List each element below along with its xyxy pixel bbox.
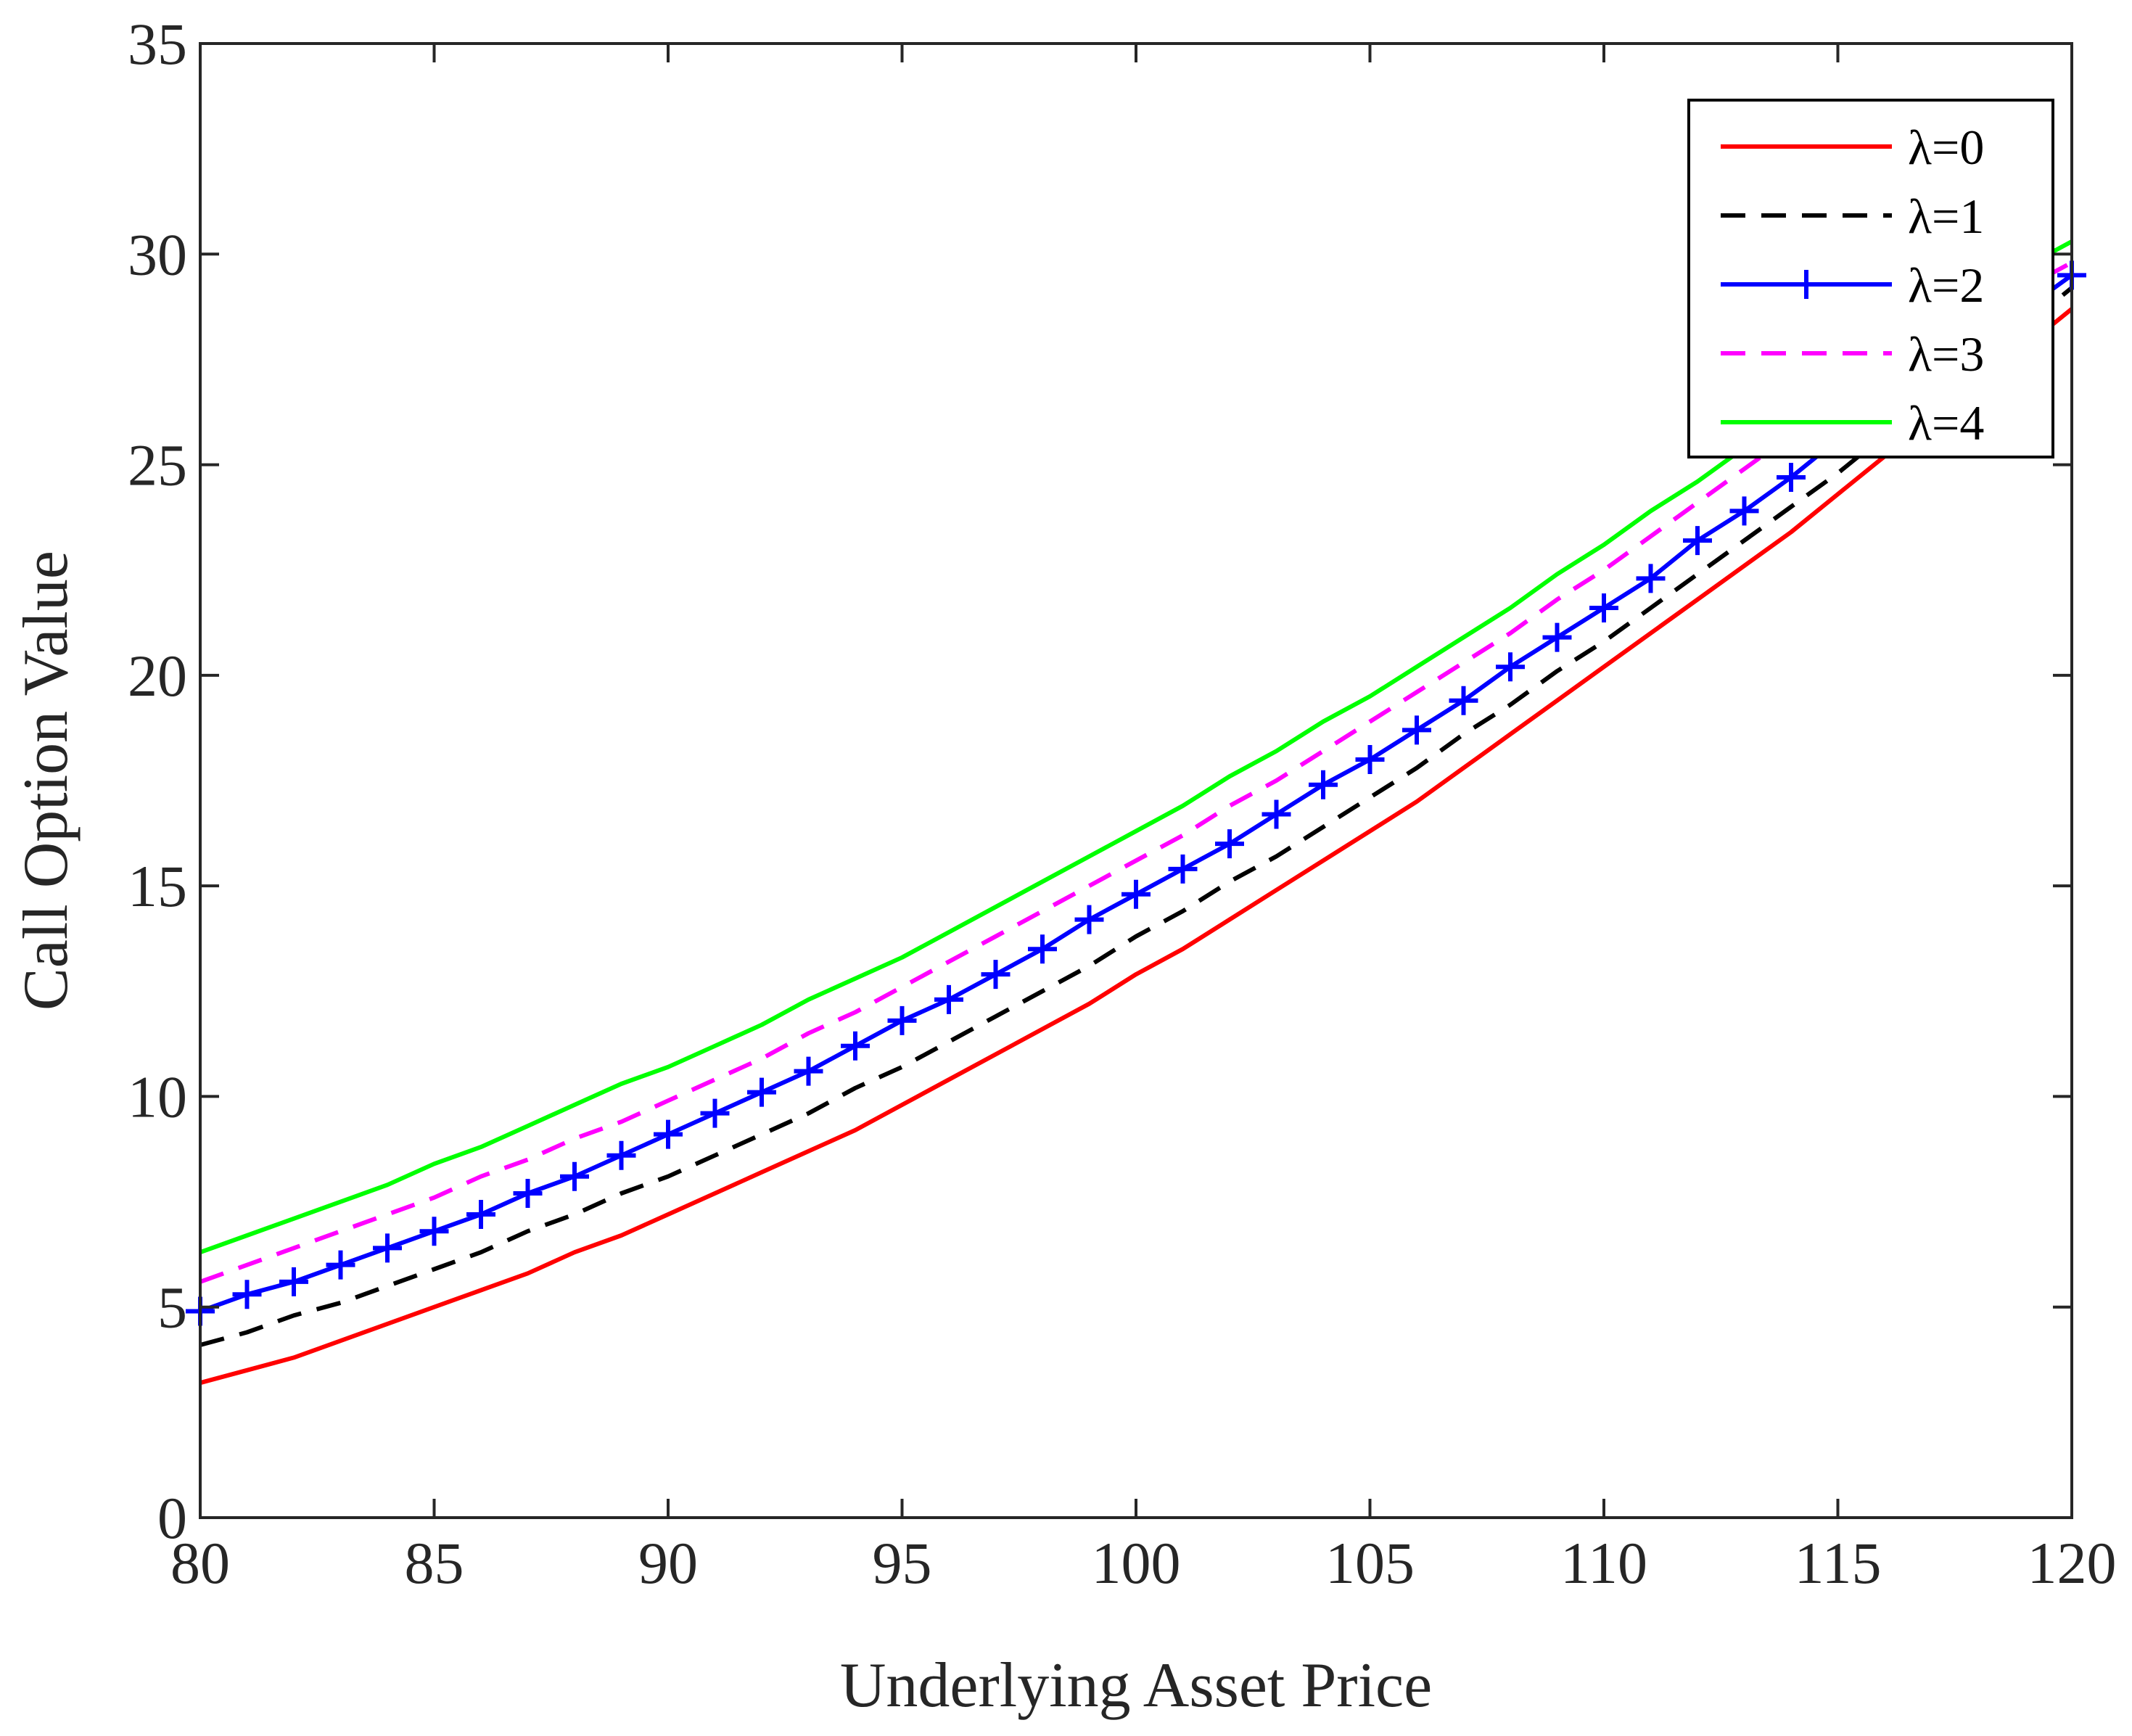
y-tick-label: 5 bbox=[157, 1275, 187, 1341]
y-tick-label: 0 bbox=[157, 1485, 187, 1551]
series-layer bbox=[186, 239, 2086, 1386]
x-tick-label: 100 bbox=[1092, 1530, 1181, 1596]
y-tick-label: 30 bbox=[128, 221, 187, 287]
data-point-marker bbox=[232, 1280, 262, 1309]
legend: λ=0 λ=1 λ=2 λ=3 λ=4 bbox=[1687, 99, 2054, 458]
data-point-marker bbox=[1215, 829, 1244, 859]
series-line-3 bbox=[199, 260, 2073, 1284]
legend-box bbox=[1687, 99, 2054, 458]
data-point-marker bbox=[1074, 905, 1104, 934]
x-tick-label: 95 bbox=[873, 1530, 932, 1596]
legend-label-4: λ=4 bbox=[1908, 395, 1984, 451]
legend-label-2: λ=2 bbox=[1908, 258, 1984, 313]
data-point-marker bbox=[279, 1267, 308, 1296]
y-tick-label: 20 bbox=[128, 643, 187, 709]
legend-marker bbox=[1792, 270, 1821, 299]
data-point-marker bbox=[934, 984, 963, 1014]
x-tick-label: 110 bbox=[1560, 1530, 1647, 1596]
data-point-marker bbox=[981, 960, 1011, 990]
data-point-marker bbox=[1777, 462, 1806, 492]
x-tick-label: 90 bbox=[638, 1530, 698, 1596]
legend-entries: λ=0 λ=1 λ=2 λ=3 λ=4 bbox=[1721, 120, 1984, 451]
data-point-marker bbox=[1355, 744, 1385, 774]
ticks-layer: 80 85 90 95 100 105 110 115 120 0 5 10 15 20 25 30 35 bbox=[128, 11, 2117, 1596]
data-point-marker bbox=[1636, 564, 1666, 593]
data-point-marker bbox=[887, 1005, 917, 1035]
data-point-marker bbox=[1028, 934, 1057, 964]
series-line-0 bbox=[199, 307, 2073, 1386]
y-axis-title: Call Option Value bbox=[11, 551, 81, 1011]
data-point-marker bbox=[1449, 686, 1478, 715]
data-point-marker bbox=[1402, 715, 1431, 745]
y-tick-label: 35 bbox=[128, 11, 187, 77]
data-point-marker bbox=[841, 1031, 870, 1061]
data-point-marker bbox=[1496, 652, 1525, 682]
data-point-marker bbox=[1309, 770, 1338, 799]
data-point-marker bbox=[1168, 854, 1198, 884]
legend-label-0: λ=0 bbox=[1908, 120, 1984, 175]
series-line-1 bbox=[199, 286, 2073, 1347]
data-point-marker bbox=[466, 1199, 495, 1229]
data-point-marker bbox=[700, 1098, 730, 1128]
data-point-marker bbox=[1121, 879, 1151, 909]
data-point-marker bbox=[654, 1119, 683, 1149]
legend-label-3: λ=3 bbox=[1908, 326, 1984, 382]
data-point-marker bbox=[373, 1233, 402, 1263]
data-point-marker bbox=[1542, 622, 1572, 652]
x-tick-label: 85 bbox=[405, 1530, 464, 1596]
data-point-marker bbox=[747, 1077, 776, 1107]
x-tick-label: 80 bbox=[170, 1530, 230, 1596]
x-axis-title: Underlying Asset Price bbox=[840, 1650, 1432, 1721]
data-point-marker bbox=[419, 1217, 449, 1246]
x-tick-label: 115 bbox=[1795, 1530, 1882, 1596]
data-point-marker bbox=[1589, 593, 1618, 622]
data-point-marker bbox=[513, 1178, 543, 1208]
legend-label-1: λ=1 bbox=[1908, 189, 1984, 244]
data-point-marker bbox=[326, 1250, 355, 1280]
y-tick-label: 25 bbox=[128, 432, 187, 498]
data-point-marker bbox=[794, 1056, 823, 1086]
data-point-marker bbox=[606, 1140, 636, 1170]
data-point-marker bbox=[560, 1161, 589, 1191]
data-point-marker bbox=[1261, 799, 1291, 829]
y-tick-label: 15 bbox=[128, 853, 187, 919]
data-point-marker bbox=[1729, 496, 1759, 526]
y-tick-label: 10 bbox=[128, 1064, 187, 1130]
x-tick-label: 120 bbox=[2028, 1530, 2117, 1596]
data-point-marker bbox=[1683, 526, 1712, 556]
x-tick-label: 105 bbox=[1325, 1530, 1415, 1596]
